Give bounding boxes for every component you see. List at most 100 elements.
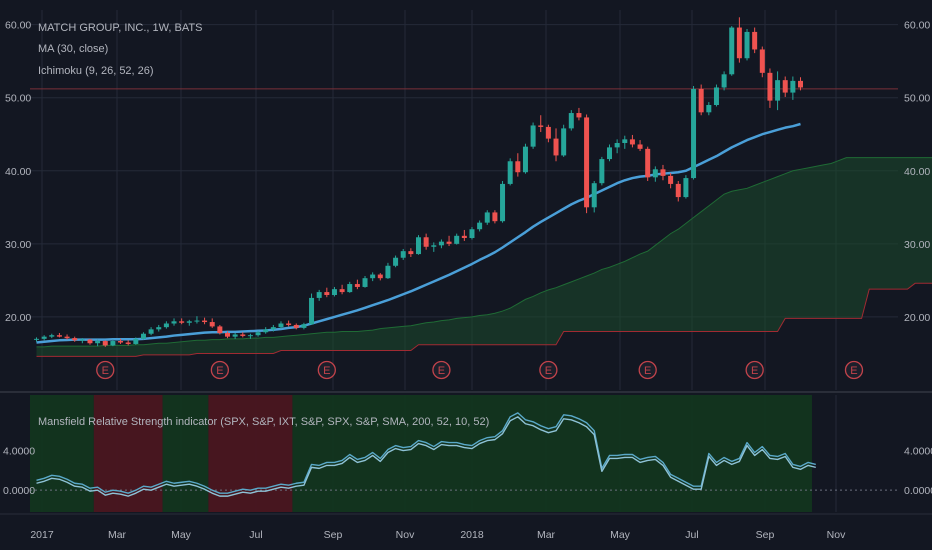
candle-body (492, 212, 498, 222)
price-tick-left: 30.00 (5, 239, 31, 251)
candle-body (156, 327, 162, 330)
candle-body (767, 72, 773, 101)
candle-body (49, 335, 55, 337)
candle-body (446, 241, 452, 244)
cloud-area (36, 157, 932, 357)
candle-body (591, 183, 597, 208)
earnings-marker-label: E (323, 365, 330, 377)
earnings-marker-label: E (545, 365, 552, 377)
candle-body (347, 284, 353, 293)
candle-body (240, 334, 246, 336)
candle-body (790, 80, 796, 93)
candle-body (354, 284, 360, 287)
time-tick-label: Nov (827, 529, 846, 541)
earnings-marker-label: E (644, 365, 651, 377)
time-tick-label: Sep (756, 529, 775, 541)
earnings-marker-label: E (751, 365, 758, 377)
earnings-marker-label: E (102, 365, 109, 377)
candle-body (385, 265, 391, 279)
candle-body (599, 159, 605, 184)
candle-body (125, 342, 131, 344)
symbol-title: MATCH GROUP, INC., 1W, BATS (38, 22, 202, 34)
candle-body (629, 139, 635, 145)
candle-body (41, 336, 47, 339)
candle-body (652, 169, 658, 178)
rs-band-green (30, 395, 94, 512)
ichimoku-legend: Ichimoku (9, 26, 52, 26) (38, 65, 154, 77)
candle-body (370, 274, 376, 279)
price-tick-right: 50.00 (904, 93, 930, 105)
candle-body (431, 245, 437, 247)
candle-body (675, 183, 681, 198)
candle-body (163, 323, 169, 328)
candle-body (721, 74, 727, 88)
candle-body (217, 326, 223, 333)
candle-body (102, 341, 108, 346)
candle-body (522, 146, 528, 173)
time-tick-label: 2017 (30, 529, 54, 541)
candle-body (324, 292, 330, 295)
earnings-marker (96, 360, 115, 380)
rs-tick-right: 4.0000 (904, 446, 932, 458)
time-tick-label: Mar (537, 529, 556, 541)
candle-body (729, 27, 735, 75)
candle-body (247, 335, 253, 337)
candle-body (362, 278, 368, 287)
rs-band-green (292, 395, 812, 512)
candle-body (270, 327, 276, 330)
candle-body (293, 324, 299, 328)
candle-body (660, 169, 666, 176)
candle-body (309, 297, 315, 325)
time-tick-label: Jul (249, 529, 262, 541)
candle-body (752, 31, 758, 50)
rs-line-2 (36, 416, 816, 497)
candle-body (278, 323, 284, 328)
earnings-marker (844, 360, 864, 380)
candle-body (408, 251, 414, 255)
ma-line (36, 122, 801, 344)
earnings-marker-label: E (438, 365, 445, 377)
time-tick-label: Jul (685, 529, 698, 541)
rs-band-green (162, 395, 209, 512)
candle-body (683, 178, 689, 198)
candle-body (133, 338, 139, 344)
candle-body (87, 339, 93, 344)
candle-body (782, 80, 788, 93)
candle-body (553, 138, 559, 156)
candle-body (798, 80, 803, 88)
candle-body (331, 289, 337, 295)
candles (34, 17, 803, 347)
candle-body (72, 338, 78, 341)
candle-body (377, 274, 383, 279)
candle-body (607, 147, 612, 160)
candle-body (622, 139, 628, 143)
earnings-marker-label: E (850, 365, 857, 377)
candle-body (645, 148, 651, 178)
price-tick-left: 60.00 (5, 20, 31, 32)
candle-body (484, 212, 490, 223)
candle-body (110, 341, 116, 346)
candle-body (316, 292, 322, 298)
candle-body (759, 49, 765, 73)
price-tick-right: 40.00 (904, 166, 930, 178)
candle-body (500, 183, 506, 222)
senkou-span-b (36, 282, 932, 357)
rs-lines (30, 412, 898, 497)
price-tick-left: 50.00 (5, 93, 31, 105)
candle-body (469, 229, 475, 238)
candle-body (668, 175, 674, 184)
candle-body (698, 88, 704, 113)
candle-body (95, 341, 101, 344)
candle-body (438, 241, 444, 246)
candle-body (339, 289, 345, 293)
price-tick-left: 40.00 (5, 166, 31, 178)
candle-body (286, 323, 292, 325)
earnings-marker (210, 360, 230, 380)
candle-body (454, 235, 460, 244)
candle-body (713, 87, 719, 105)
candle-body (263, 329, 269, 333)
candle-body (576, 113, 582, 118)
candle-body (744, 31, 750, 59)
